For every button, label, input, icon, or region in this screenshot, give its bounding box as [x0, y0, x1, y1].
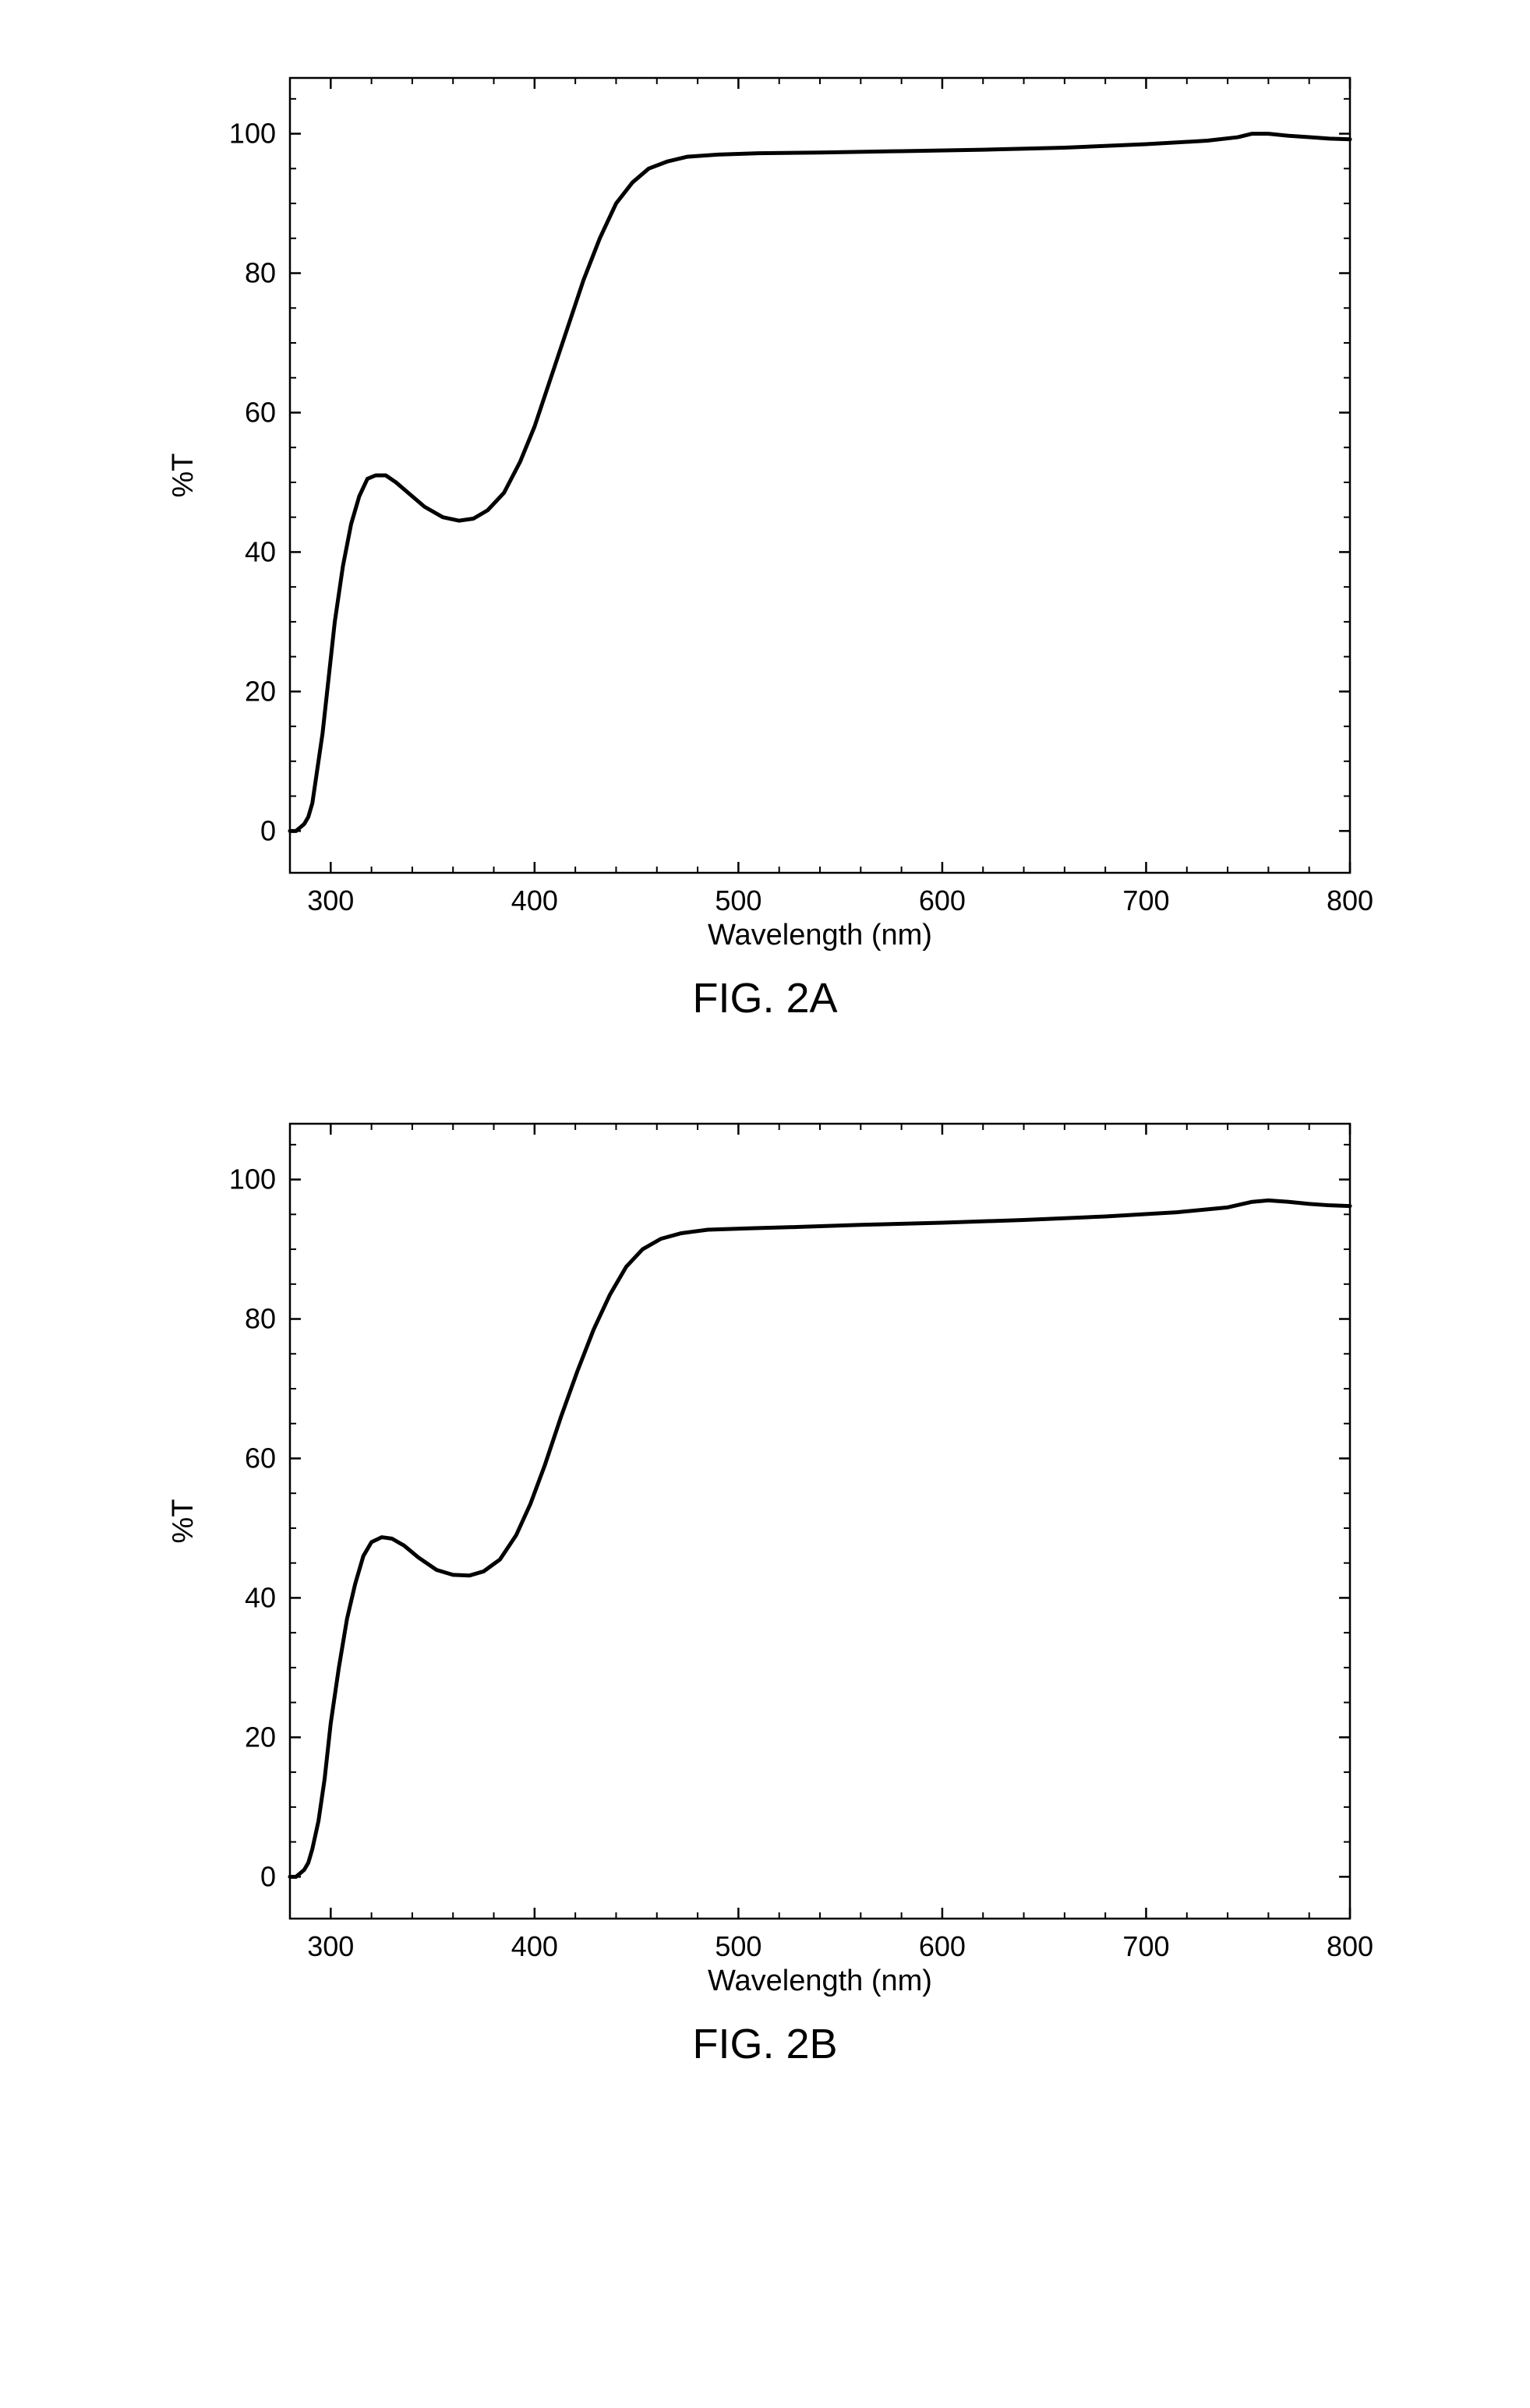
x-tick-label: 300: [307, 884, 354, 916]
y-axis-label: %T: [167, 454, 200, 498]
y-tick-label: 100: [228, 1163, 275, 1195]
y-tick-label: 80: [244, 257, 275, 289]
x-tick-label: 600: [918, 884, 965, 916]
x-axis-label: Wavelength (nm): [708, 919, 932, 951]
plot-frame: [290, 78, 1350, 873]
fig2a-title: FIG. 2A: [150, 974, 1381, 1022]
y-tick-label: 40: [244, 535, 275, 567]
y-tick-label: 60: [244, 396, 275, 428]
y-axis-label: %T: [167, 1499, 200, 1544]
x-tick-label: 700: [1122, 1930, 1169, 1962]
x-tick-label: 600: [918, 1930, 965, 1962]
x-tick-label: 700: [1122, 884, 1169, 916]
x-axis-label: Wavelength (nm): [708, 1965, 932, 1997]
y-tick-label: 0: [260, 1860, 275, 1892]
data-line: [290, 1200, 1350, 1877]
plot-frame: [290, 1124, 1350, 1919]
fig2b-chart: 300 400 500 600 700 800 0 20 40 60 80 100 %T Waveleng…: [150, 1093, 1381, 1997]
x-tick-label: 300: [307, 1930, 354, 1962]
x-tick-label: 800: [1326, 884, 1373, 916]
x-tick-label: 500: [715, 884, 761, 916]
fig2a-chart: 300 400 500 600 700 800 0 20 40 60 80 100 %T Waveleng…: [150, 47, 1381, 951]
x-tick-label: 400: [511, 1930, 557, 1962]
x-tick-label: 800: [1326, 1930, 1373, 1962]
y-tick-label: 20: [244, 1721, 275, 1753]
fig2b-title: FIG. 2B: [150, 2020, 1381, 2068]
x-tick-label: 400: [511, 884, 557, 916]
y-tick-label: 80: [244, 1303, 275, 1335]
data-line: [290, 134, 1350, 832]
fig2a-panel: 300 400 500 600 700 800 0 20 40 60 80 100 %T Waveleng…: [150, 47, 1381, 1022]
y-tick-label: 100: [228, 118, 275, 150]
fig2b-panel: 300 400 500 600 700 800 0 20 40 60 80 100 %T Waveleng…: [150, 1093, 1381, 2068]
y-tick-label: 20: [244, 675, 275, 707]
y-tick-label: 40: [244, 1581, 275, 1613]
y-tick-label: 0: [260, 814, 275, 846]
x-tick-label: 500: [715, 1930, 761, 1962]
y-tick-label: 60: [244, 1442, 275, 1474]
